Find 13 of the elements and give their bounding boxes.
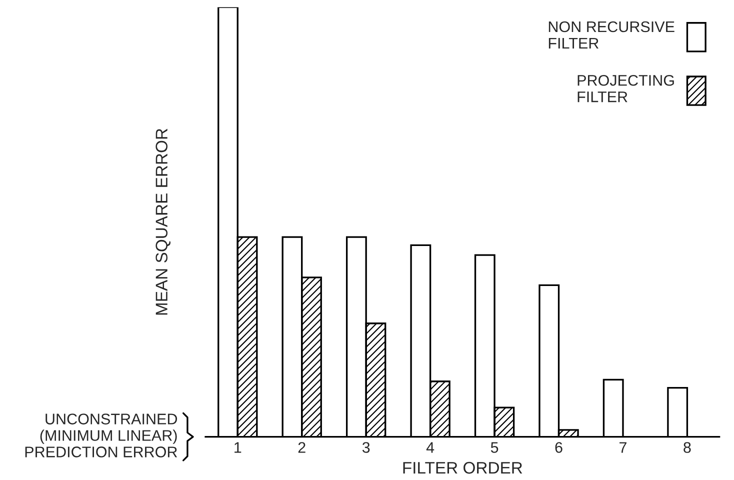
x-tick-label: 1 — [234, 442, 242, 453]
legend-label: NON RECURSIVE FILTER — [548, 21, 674, 48]
x-tick-label: 7 — [620, 442, 626, 453]
x-tick-label: 5 — [490, 442, 498, 453]
x-tick-label: 4 — [426, 442, 434, 453]
x-axis-title: FILTER ORDER — [403, 462, 522, 474]
x-tick-label: 3 — [362, 442, 370, 453]
x-tick-label: 2 — [298, 442, 306, 453]
x-tick-label: 6 — [555, 442, 562, 453]
legend-label: PROJECTING FILTER — [578, 74, 674, 102]
text: UNCONSTRAINED (MINIMUM LINEAR) PREDICTION ERROR — [25, 414, 178, 458]
y-axis-title: MEAN SQUARE ERROR — [156, 128, 170, 315]
x-tick-label: 8 — [684, 442, 691, 453]
